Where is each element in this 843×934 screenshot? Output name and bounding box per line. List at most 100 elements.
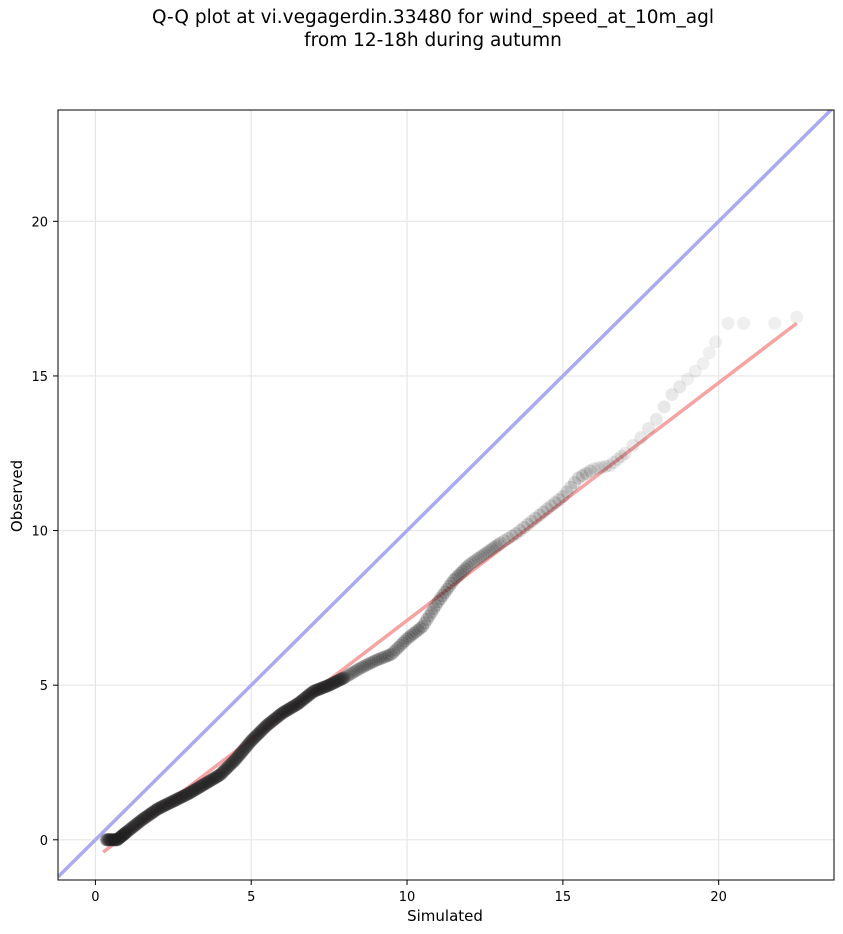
data-point	[100, 833, 114, 847]
data-point	[575, 469, 589, 483]
y-tick-label: 5	[40, 679, 48, 694]
reference-lines	[58, 110, 834, 879]
data-point	[281, 703, 295, 717]
data-point	[311, 683, 325, 697]
data-point	[291, 697, 305, 711]
data-point	[249, 729, 263, 743]
data-point	[571, 471, 585, 485]
data-point	[303, 687, 317, 701]
data-point	[131, 816, 145, 830]
data-point	[709, 335, 723, 349]
data-point	[186, 784, 200, 798]
data-point	[146, 805, 160, 819]
data-point	[382, 648, 396, 662]
data-point	[240, 739, 254, 753]
data-point	[529, 511, 543, 525]
x-tick-label: 20	[710, 890, 727, 905]
data-point	[137, 811, 151, 825]
data-point	[153, 801, 167, 815]
data-point	[568, 476, 582, 490]
data-point	[156, 799, 170, 813]
data-point	[293, 695, 307, 709]
data-point	[453, 566, 467, 580]
data-point	[177, 789, 191, 803]
data-point	[165, 795, 179, 809]
data-point	[181, 787, 195, 801]
data-point	[304, 686, 318, 700]
data-point	[159, 798, 173, 812]
data-point	[583, 464, 597, 478]
data-point	[176, 789, 190, 803]
chart-title: Q-Q plot at vi.vegagerdin.33480 for wind…	[0, 6, 843, 52]
data-point	[265, 714, 279, 728]
data-point	[373, 652, 387, 666]
data-point	[338, 670, 352, 684]
data-point	[106, 833, 120, 847]
data-point	[225, 756, 239, 770]
data-point	[205, 772, 219, 786]
data-point	[337, 671, 351, 685]
data-point	[244, 734, 258, 748]
data-point	[216, 765, 230, 779]
data-point	[107, 833, 121, 847]
data-point	[152, 801, 166, 815]
axis-ticks: 0 5 10 15 20 0 5 10 15 20	[31, 215, 727, 905]
data-point	[187, 783, 201, 797]
data-point	[111, 832, 125, 846]
data-point	[232, 748, 246, 762]
data-point	[260, 718, 274, 732]
data-point	[190, 782, 204, 796]
data-point	[378, 650, 392, 664]
data-point	[164, 795, 178, 809]
data-point	[126, 820, 140, 834]
data-point	[170, 792, 184, 806]
x-tick-label: 5	[247, 890, 255, 905]
data-point	[332, 673, 346, 687]
data-point	[665, 387, 679, 401]
data-point	[202, 774, 216, 788]
data-point	[112, 832, 126, 846]
data-point	[480, 545, 494, 559]
data-point	[116, 828, 130, 842]
data-point	[474, 550, 488, 564]
data-point	[207, 771, 221, 785]
data-point	[320, 679, 334, 693]
data-point	[509, 527, 523, 541]
data-point	[248, 731, 262, 745]
data-point	[380, 649, 394, 663]
data-point	[599, 459, 613, 473]
data-point	[318, 680, 332, 694]
data-point	[433, 592, 447, 606]
data-point	[275, 706, 289, 720]
data-point	[254, 724, 268, 738]
data-point	[564, 480, 578, 494]
data-point	[768, 316, 782, 330]
data-point	[222, 759, 236, 773]
data-point	[113, 831, 127, 845]
data-point	[109, 833, 123, 847]
data-point	[595, 460, 609, 474]
data-point	[556, 490, 570, 504]
data-point	[314, 681, 328, 695]
data-point	[134, 814, 148, 828]
chart-title-line-1: Q-Q plot at vi.vegagerdin.33480 for wind…	[151, 7, 714, 28]
data-point	[119, 826, 133, 840]
data-point	[160, 797, 174, 811]
data-point	[607, 456, 621, 470]
data-point	[603, 459, 617, 473]
data-point	[221, 760, 235, 774]
data-point	[327, 676, 341, 690]
data-point	[469, 553, 483, 567]
data-point	[245, 733, 259, 747]
data-point	[560, 485, 574, 499]
data-point	[112, 831, 126, 845]
data-point	[322, 678, 336, 692]
data-point	[108, 833, 122, 847]
data-point	[215, 766, 229, 780]
data-point	[241, 738, 255, 752]
data-point	[465, 556, 479, 570]
data-point	[154, 800, 168, 814]
data-point	[548, 496, 562, 510]
data-point	[103, 833, 117, 847]
